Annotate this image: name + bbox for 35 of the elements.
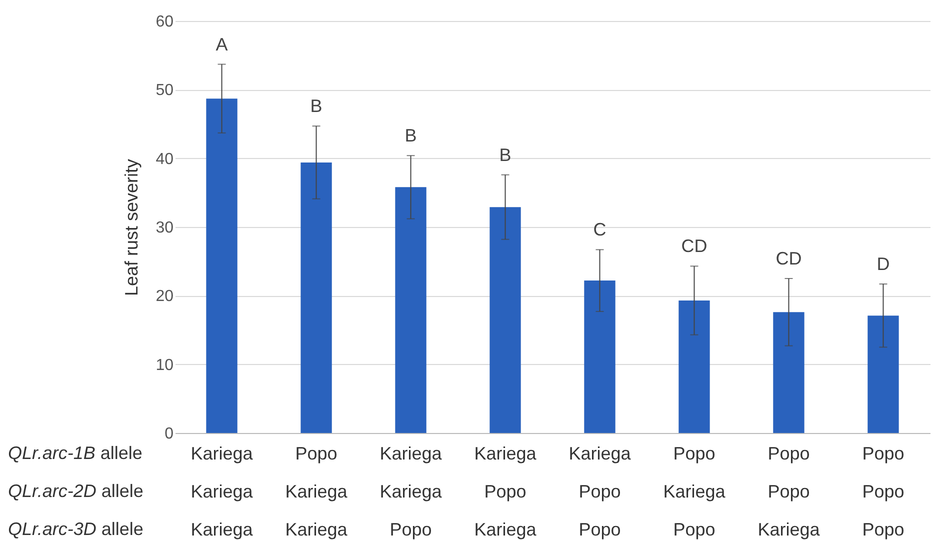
annotation: B — [404, 126, 417, 146]
annotation: C — [593, 220, 606, 240]
bar — [773, 312, 804, 433]
text: QLr.arc-1B allele — [8, 443, 142, 464]
bar — [584, 280, 616, 433]
bar — [395, 187, 426, 433]
bar — [678, 300, 710, 433]
annotation: A — [216, 34, 228, 54]
y-tick-label: 30 — [156, 220, 174, 236]
bar — [490, 207, 521, 433]
x-tick-label: Popo Popo Kariega — [758, 444, 821, 540]
y-axis-title: Leaf rust severity — [122, 158, 142, 296]
x-tick-label: Kariega Popo Kariega — [474, 444, 538, 540]
text: QLr.arc-3D allele — [8, 519, 144, 540]
bar — [868, 316, 899, 433]
annotation: B — [499, 144, 512, 165]
y-tick-label: 60 — [156, 14, 174, 30]
annotation: CD — [681, 236, 708, 256]
text: QLr.arc-2D allele — [8, 481, 144, 502]
annotation: D — [876, 254, 890, 274]
y-tick-label: 0 — [164, 426, 174, 442]
x-tick-label: Popo Kariega Kariega — [285, 444, 348, 540]
x-tick-label: Kariega Kariega Kariega — [190, 444, 254, 540]
annotation: B — [310, 96, 322, 116]
x-tick-label: Kariega Popo Popo — [568, 444, 632, 540]
y-tick-label: 20 — [156, 288, 174, 306]
x-tick-label: Popo Popo Popo — [862, 444, 904, 540]
y-tick-label: 40 — [156, 150, 174, 168]
x-tick-label: Kariega Kariega Popo — [380, 444, 443, 540]
x-tick-label: Popo Kariega Popo — [663, 444, 726, 540]
bar — [206, 98, 238, 433]
bar — [300, 162, 332, 433]
y-tick-label: 50 — [156, 82, 174, 100]
annotation: CD — [776, 248, 802, 268]
y-tick-label: 10 — [156, 356, 174, 374]
